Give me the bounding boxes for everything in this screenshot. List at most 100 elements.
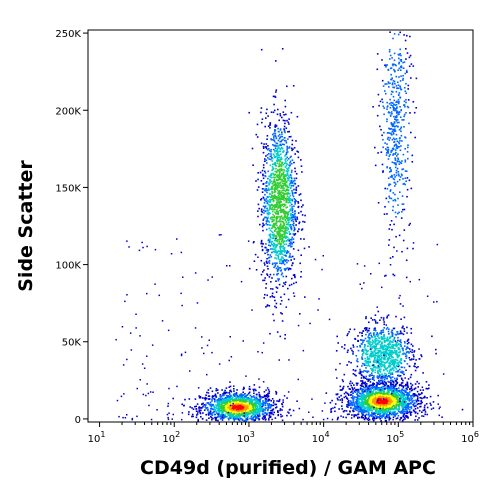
data-point (374, 356, 376, 358)
data-point (278, 197, 280, 200)
data-point (416, 380, 418, 383)
data-point (277, 279, 280, 282)
data-point (289, 216, 291, 219)
data-point (406, 404, 408, 406)
data-point (274, 223, 277, 226)
data-point (259, 396, 261, 399)
data-point (234, 402, 237, 405)
data-point (257, 401, 260, 403)
data-point (219, 397, 222, 399)
data-point (342, 380, 344, 383)
data-point (373, 365, 375, 367)
data-point (184, 398, 186, 401)
data-point (402, 406, 405, 408)
data-point (297, 201, 299, 203)
data-point (372, 369, 374, 371)
data-point (230, 413, 233, 416)
data-point (341, 401, 343, 404)
data-point (268, 205, 271, 207)
data-point (233, 412, 235, 415)
data-point (228, 392, 230, 394)
data-point (275, 286, 278, 289)
data-point (233, 408, 235, 411)
data-point (378, 396, 381, 398)
data-point (356, 409, 358, 412)
data-point (259, 415, 261, 417)
data-point (403, 366, 406, 369)
data-point (274, 95, 276, 98)
data-point (239, 394, 242, 397)
data-point (425, 381, 428, 383)
data-point (388, 376, 391, 378)
data-point (241, 395, 243, 398)
data-point (375, 398, 378, 400)
data-point (396, 417, 399, 419)
data-point (369, 409, 371, 412)
data-point (265, 287, 267, 289)
data-point (221, 413, 224, 415)
data-point (300, 165, 303, 167)
data-point (291, 149, 293, 152)
data-point (263, 217, 265, 220)
data-point (406, 394, 409, 397)
data-point (351, 401, 353, 404)
data-point (261, 225, 264, 228)
data-point (304, 214, 306, 217)
data-point (279, 262, 281, 264)
data-point (285, 184, 287, 186)
data-point (271, 230, 273, 233)
data-point (268, 227, 270, 230)
data-point (279, 244, 282, 247)
data-point (254, 413, 257, 415)
data-point (200, 416, 202, 418)
data-point (281, 220, 284, 223)
data-point (362, 393, 364, 396)
data-point (279, 136, 281, 139)
data-point (199, 407, 201, 409)
data-point (387, 400, 389, 402)
data-point (369, 332, 372, 334)
data-point (284, 99, 286, 102)
data-point (283, 171, 285, 173)
data-point (235, 400, 237, 402)
data-point (404, 385, 406, 387)
data-point (266, 202, 269, 204)
data-point (361, 416, 363, 419)
data-point (246, 416, 249, 419)
data-point (287, 259, 290, 262)
data-point (330, 411, 332, 413)
data-point (234, 393, 237, 395)
data-point (386, 326, 389, 329)
data-point (276, 153, 278, 156)
data-point (279, 189, 281, 192)
data-point (377, 413, 379, 416)
data-point (406, 397, 409, 400)
data-point (267, 125, 270, 127)
data-point (276, 175, 278, 177)
data-point (278, 133, 281, 136)
data-point (229, 396, 231, 398)
data-point (277, 228, 280, 231)
data-point (270, 180, 273, 183)
data-point (272, 402, 275, 404)
data-point (276, 187, 279, 190)
data-point (370, 406, 373, 409)
data-point (218, 409, 220, 412)
data-point (409, 409, 411, 411)
data-point (352, 396, 354, 399)
data-point (296, 218, 299, 220)
data-point (289, 202, 292, 204)
data-point (267, 405, 270, 407)
data-point (264, 399, 267, 401)
data-point (411, 397, 414, 400)
data-point (383, 335, 385, 337)
data-point (407, 411, 409, 413)
data-point (387, 359, 389, 362)
data-point (348, 413, 350, 415)
data-point (410, 387, 413, 390)
data-point (238, 408, 240, 410)
data-point (374, 392, 376, 395)
data-point (194, 398, 197, 400)
data-point (416, 390, 419, 393)
data-point (276, 113, 279, 116)
